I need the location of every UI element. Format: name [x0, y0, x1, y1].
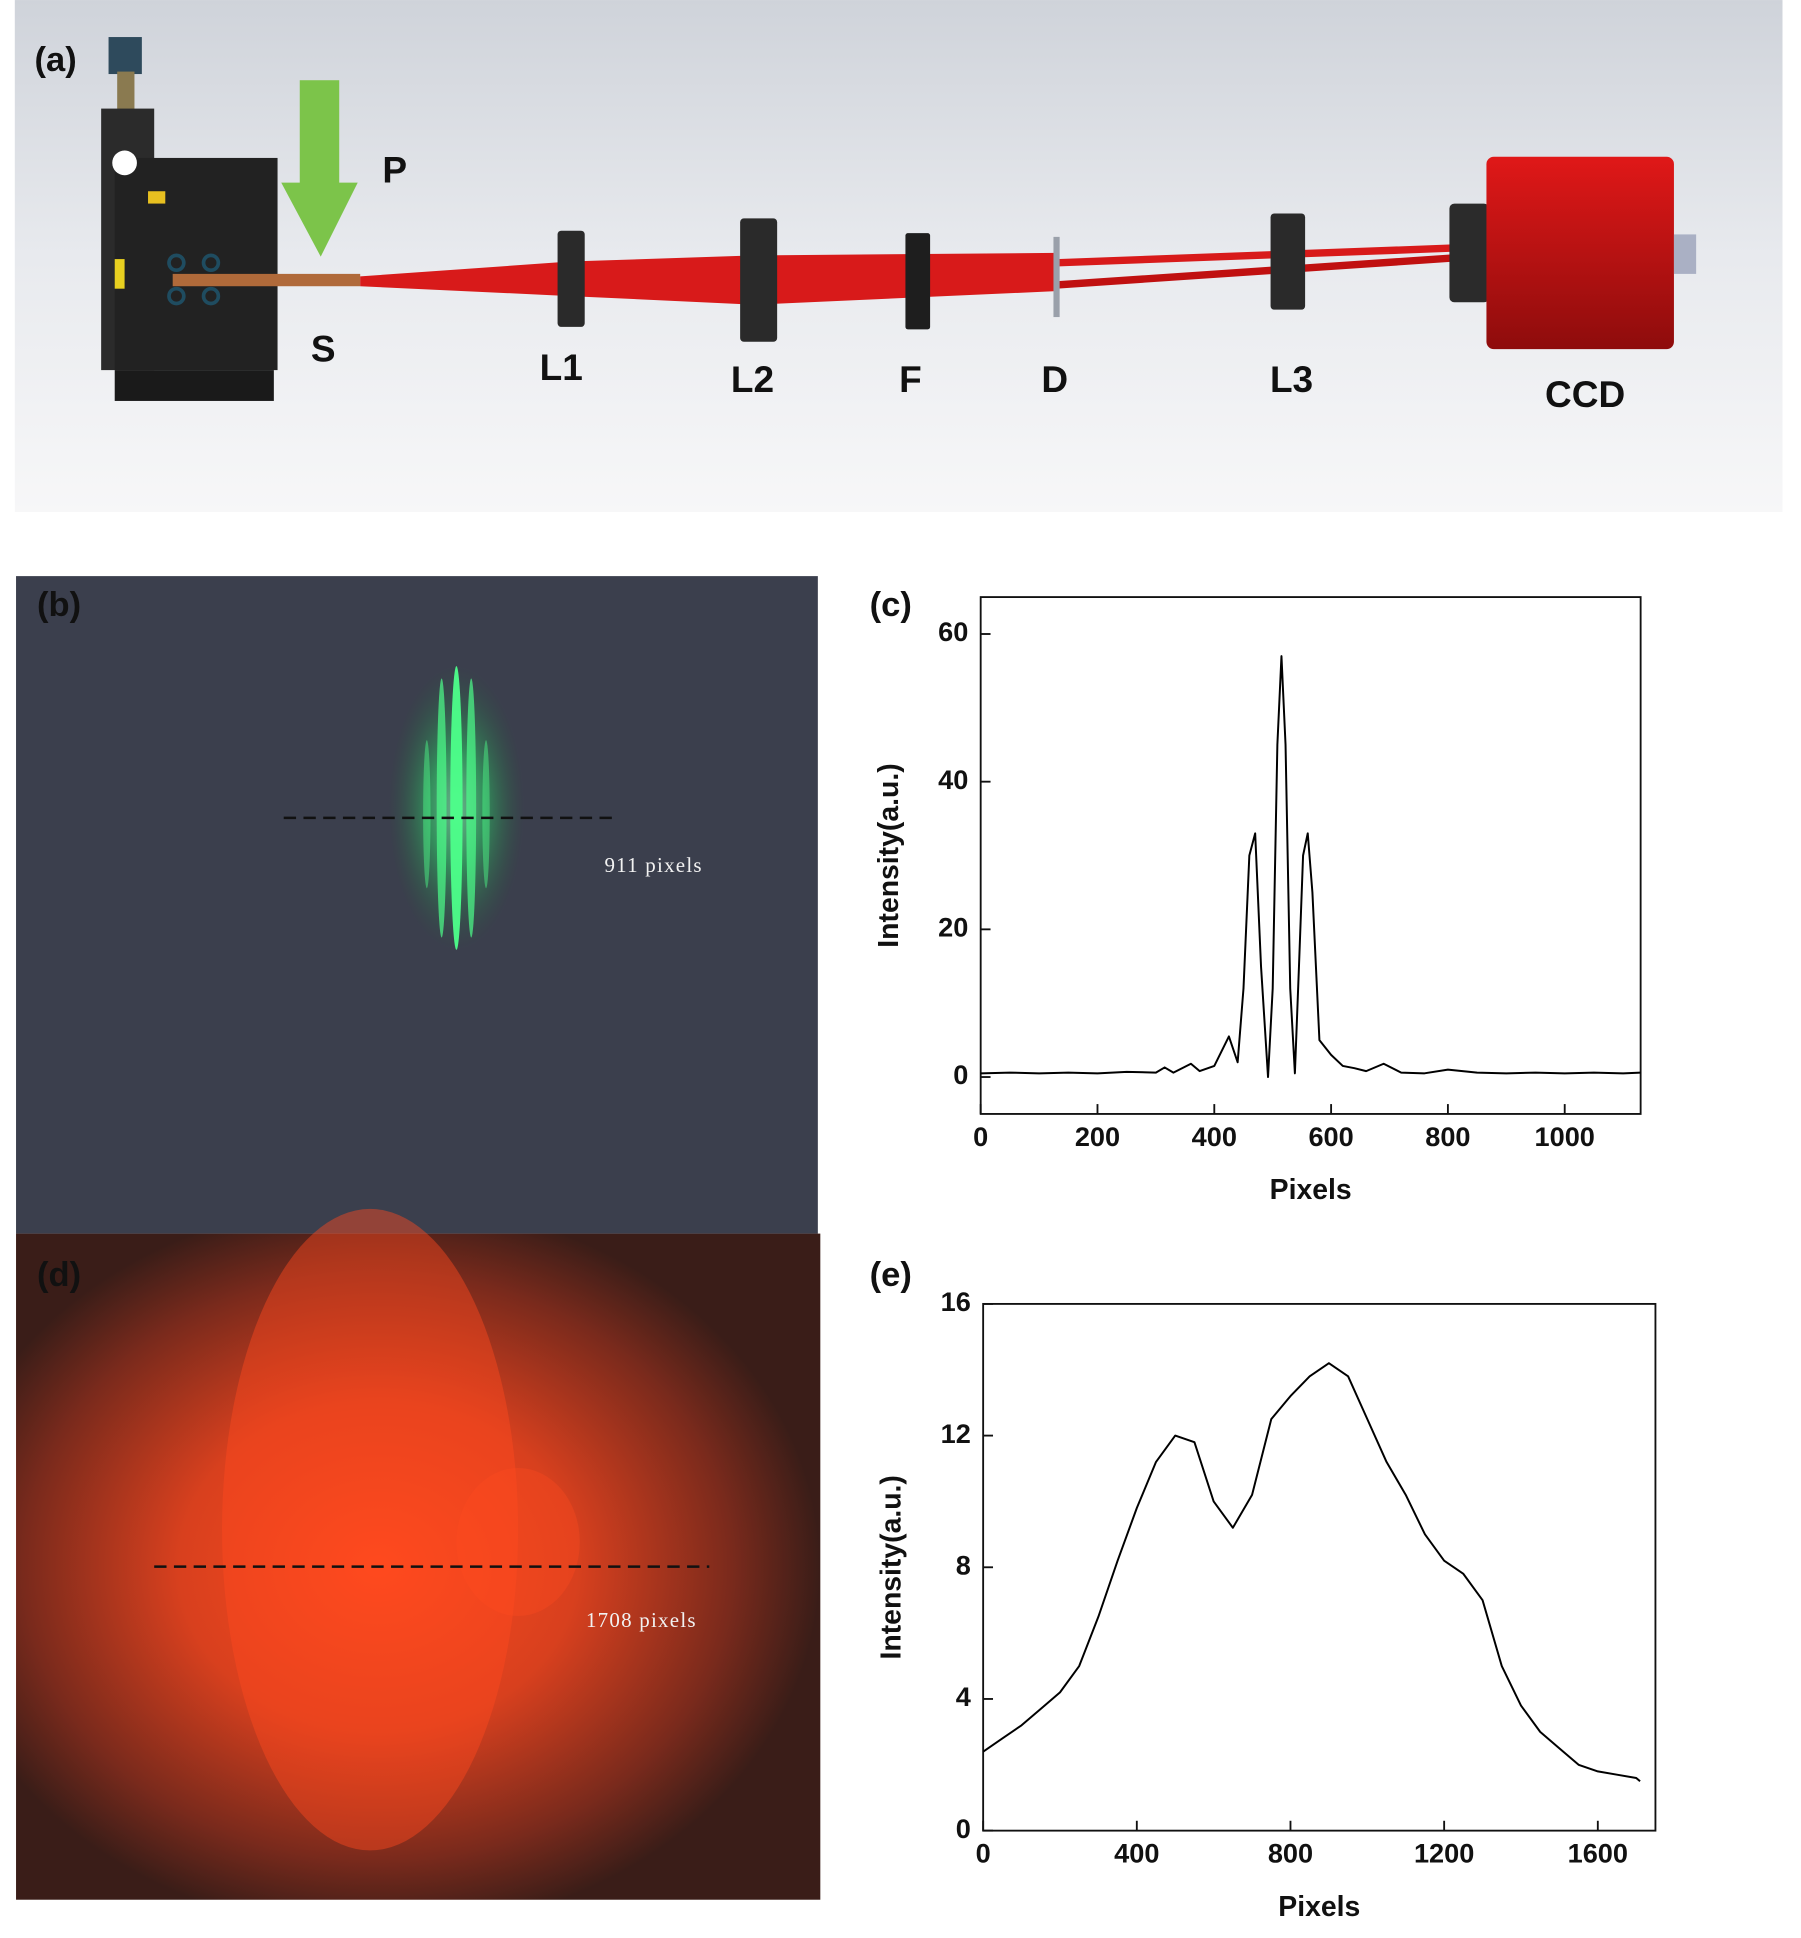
y-axis-label: Intensity(a.u.): [876, 1475, 908, 1659]
y-tick-label: 20: [938, 912, 968, 943]
x-tick-label: 800: [1425, 1121, 1470, 1152]
panel-label: (a): [35, 41, 77, 79]
x-tick-label: 200: [1075, 1121, 1120, 1152]
panel-label: (e): [870, 1256, 912, 1294]
x-tick-label: 800: [1268, 1837, 1313, 1868]
stage-body: [114, 157, 278, 371]
component-label: L3: [1270, 359, 1313, 400]
chart: 0 200 400 600 800 1000 0 20 40 60 Pixels Intensity(…: [870, 586, 1642, 1206]
data-line: [982, 1362, 1641, 1783]
x-tick-label: 0: [976, 1837, 991, 1868]
annotation: 911 pixels: [604, 853, 702, 877]
diaphragm: [1053, 236, 1060, 318]
x-tick-label: 1600: [1568, 1837, 1628, 1868]
x-tick-label: 1000: [1535, 1121, 1595, 1152]
x-tick-label: 1200: [1414, 1837, 1474, 1868]
y-tick-label: 0: [956, 1813, 971, 1844]
lens-l2: [740, 218, 778, 342]
component-label: F: [899, 359, 922, 400]
component-label: D: [1041, 359, 1068, 400]
data-line: [980, 655, 1641, 1079]
y-tick-label: 0: [953, 1059, 968, 1090]
y-tick-label: 4: [956, 1681, 971, 1712]
panel-a: (a) P S L1 L2 F D L3 CCD: [14, 0, 1783, 512]
fringes: [423, 666, 490, 950]
ccd-body: [1486, 156, 1674, 350]
x-tick-label: 400: [1192, 1121, 1237, 1152]
stage-holes: [167, 253, 221, 306]
y-tick-label: 16: [941, 1286, 971, 1317]
red-glow: [222, 1208, 519, 1851]
ccd-front: [1449, 203, 1489, 303]
laser-beam: [360, 252, 1056, 305]
annotation: 1708 pixels: [586, 1608, 697, 1632]
y-tick-label: 8: [956, 1549, 971, 1580]
x-tick-label: 0: [973, 1121, 988, 1152]
stage-base: [114, 370, 274, 401]
stage-screw: [148, 191, 166, 204]
chart: 0 400 800 1200 1600 0 4 8 12 16 Pixels Intensity(a.…: [870, 1256, 1657, 1923]
laser-beam: [1055, 244, 1456, 267]
component-label: CCD: [1545, 374, 1625, 415]
lens-l3: [1270, 213, 1306, 310]
panel-d: (d) 1708 pixels: [16, 1208, 821, 1900]
stage-screw: [117, 71, 135, 112]
stage-screw: [114, 259, 125, 289]
panel-label: (d): [37, 1256, 81, 1294]
y-tick-label: 12: [941, 1418, 971, 1449]
pump-arrow: [299, 80, 340, 186]
component-label: L1: [540, 347, 583, 388]
filter: [905, 233, 931, 330]
plot-area: [979, 596, 1642, 1115]
pump-arrow-head: [281, 182, 358, 257]
x-axis-label: Pixels: [1278, 1891, 1360, 1923]
component-label: S: [311, 328, 336, 369]
panel-label: (c): [870, 586, 912, 624]
panel-b: (b) 911 pixels: [16, 576, 818, 1234]
x-axis-label: Pixels: [1270, 1174, 1352, 1206]
stage-knob: [108, 37, 142, 75]
y-axis-label: Intensity(a.u.): [873, 763, 905, 947]
lens-l1: [557, 230, 585, 327]
x-tick-label: 400: [1114, 1837, 1159, 1868]
fiber: [172, 273, 361, 287]
y-tick-label: 60: [938, 616, 968, 647]
panel-label: (b): [37, 586, 81, 624]
stage-port: [112, 150, 137, 176]
plot-area: [982, 1302, 1657, 1832]
ccd-connector: [1673, 234, 1697, 274]
component-label: L2: [731, 359, 774, 400]
x-tick-label: 600: [1308, 1121, 1353, 1152]
laser-beam: [1055, 254, 1456, 289]
component-label: P: [382, 150, 407, 191]
y-tick-label: 40: [938, 764, 968, 795]
red-glow: [456, 1467, 580, 1617]
